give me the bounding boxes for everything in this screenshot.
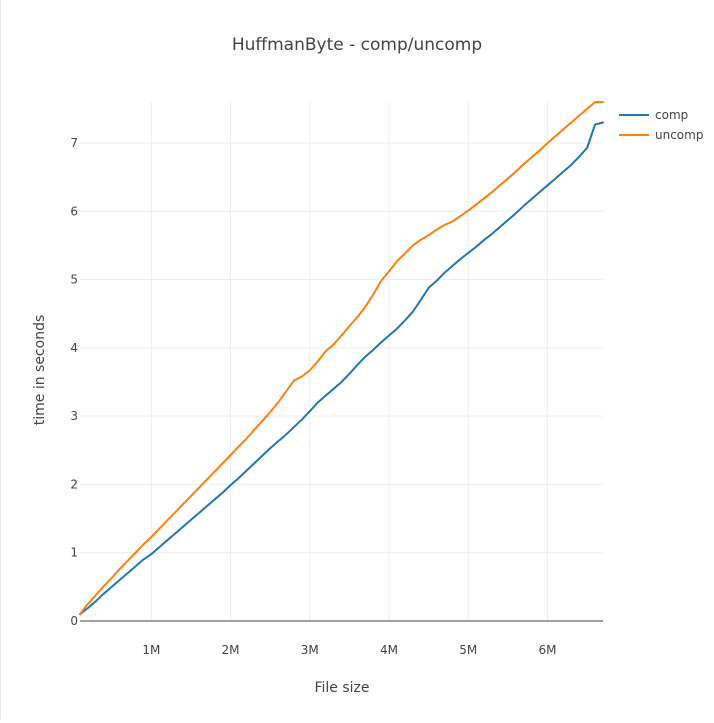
series-lines [79,101,604,616]
series-line-uncomp [79,101,604,616]
chart-title: HuffmanByte - comp/uncomp [232,35,482,55]
y-tick-label: 1 [70,546,78,560]
series-line-comp [79,121,604,616]
y-tick-label: 7 [70,136,78,150]
y-tick-label: 3 [70,409,78,423]
legend-label-comp: comp [655,108,688,122]
x-tick-label: 2M [222,643,240,657]
x-tick-label: 4M [380,643,398,657]
y-tick-label: 0 [70,614,78,628]
legend-label-uncomp: uncomp [655,128,703,142]
y-tick-label: 5 [70,273,78,287]
x-tick-label: 6M [539,643,557,657]
y-tick-label: 4 [70,341,78,355]
y-axis-label: time in seconds [32,315,48,426]
x-axis-label: File size [314,680,369,696]
x-tick-label: 1M [142,643,160,657]
x-tick-label: 3M [301,643,319,657]
y-tick-label: 2 [70,477,78,491]
axes: 1M 2M 3M 4M 5M 6M 0 1 2 3 4 5 6 7 [70,136,603,657]
gridlines [80,102,603,621]
x-tick-label: 5M [459,643,477,657]
legend: comp uncomp [619,108,703,142]
y-tick-label: 6 [70,204,78,218]
